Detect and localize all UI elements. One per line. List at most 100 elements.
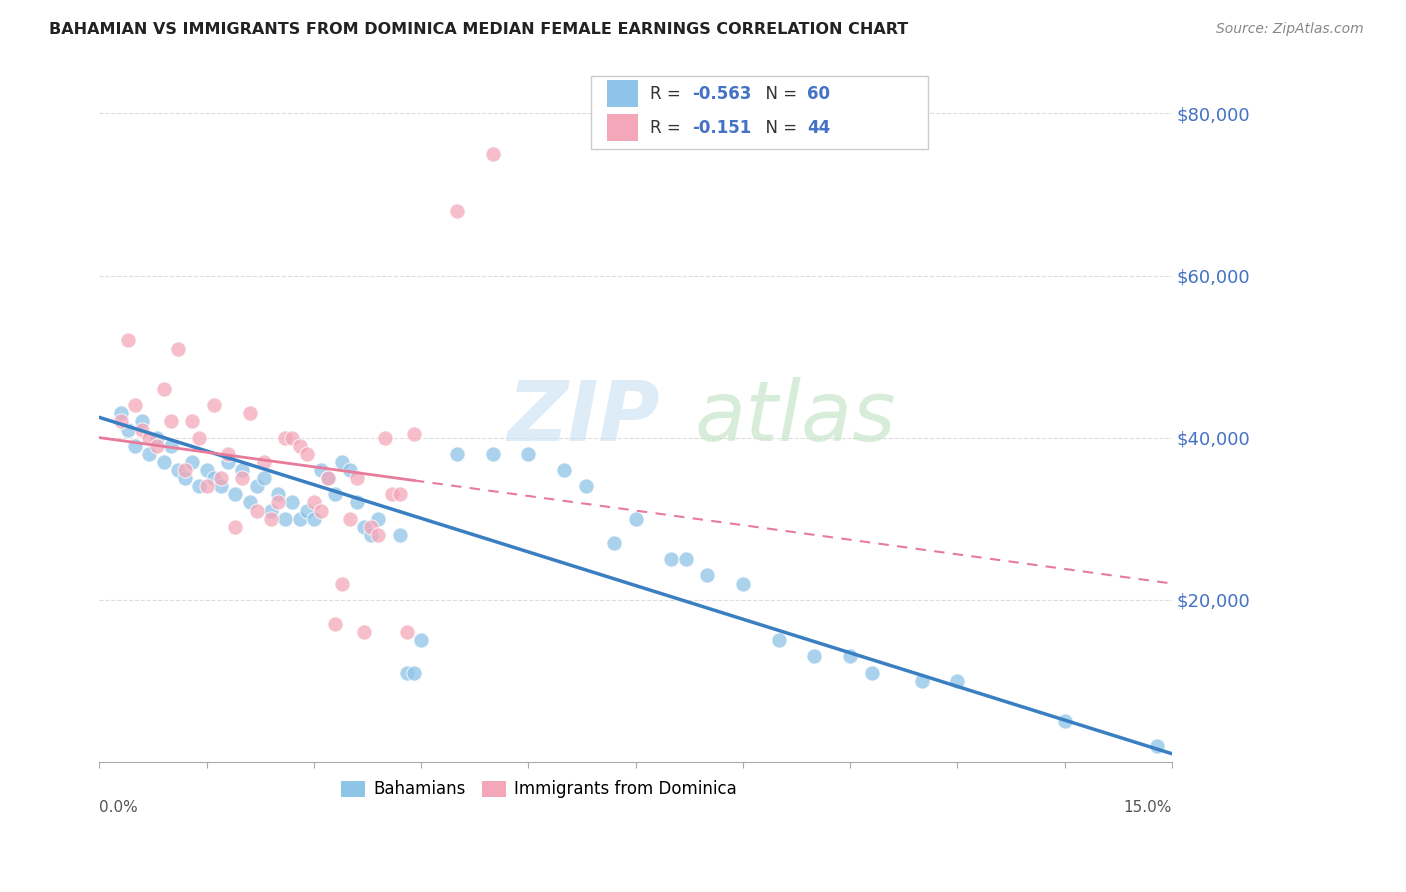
Point bbox=[339, 463, 361, 477]
Point bbox=[360, 520, 382, 534]
Point bbox=[302, 495, 325, 509]
Point bbox=[195, 479, 218, 493]
Text: N =: N = bbox=[755, 119, 803, 136]
Point bbox=[332, 455, 354, 469]
Point bbox=[202, 471, 225, 485]
Point bbox=[231, 471, 253, 485]
Point bbox=[202, 398, 225, 412]
Text: -0.151: -0.151 bbox=[692, 119, 751, 136]
Text: -0.563: -0.563 bbox=[692, 85, 751, 103]
Point bbox=[346, 471, 368, 485]
Point bbox=[238, 495, 260, 509]
Point bbox=[253, 455, 276, 469]
Point bbox=[152, 455, 174, 469]
Point bbox=[946, 673, 969, 688]
Point bbox=[316, 471, 339, 485]
Point bbox=[409, 633, 432, 648]
Point bbox=[839, 649, 862, 664]
Point bbox=[274, 511, 297, 525]
Point bbox=[353, 520, 375, 534]
Point bbox=[1053, 714, 1076, 729]
Point bbox=[110, 406, 132, 420]
Point bbox=[603, 536, 626, 550]
Point bbox=[860, 665, 883, 680]
Point bbox=[388, 528, 411, 542]
Point bbox=[402, 665, 425, 680]
Point bbox=[346, 495, 368, 509]
Point bbox=[209, 471, 232, 485]
Point bbox=[309, 503, 332, 517]
Point bbox=[316, 471, 339, 485]
Point bbox=[323, 617, 346, 632]
Point bbox=[145, 431, 167, 445]
Point bbox=[138, 431, 160, 445]
Text: N =: N = bbox=[755, 85, 803, 103]
Point bbox=[910, 673, 932, 688]
Point bbox=[231, 463, 253, 477]
Point bbox=[553, 463, 575, 477]
Text: R =: R = bbox=[650, 85, 686, 103]
Point bbox=[188, 479, 211, 493]
Text: Source: ZipAtlas.com: Source: ZipAtlas.com bbox=[1216, 22, 1364, 37]
Text: atlas: atlas bbox=[695, 377, 896, 458]
Point bbox=[209, 479, 232, 493]
Point bbox=[517, 447, 540, 461]
Point bbox=[181, 414, 204, 428]
Point bbox=[188, 431, 211, 445]
Point bbox=[238, 406, 260, 420]
Point bbox=[145, 439, 167, 453]
Point bbox=[267, 495, 290, 509]
Point bbox=[224, 520, 246, 534]
Point bbox=[481, 447, 503, 461]
Point bbox=[339, 511, 361, 525]
Text: R =: R = bbox=[650, 119, 690, 136]
Point bbox=[323, 487, 346, 501]
Point bbox=[246, 479, 269, 493]
Point bbox=[388, 487, 411, 501]
Point bbox=[124, 439, 146, 453]
Point bbox=[246, 503, 269, 517]
Point bbox=[353, 625, 375, 640]
Point bbox=[174, 463, 197, 477]
Text: BAHAMIAN VS IMMIGRANTS FROM DOMINICA MEDIAN FEMALE EARNINGS CORRELATION CHART: BAHAMIAN VS IMMIGRANTS FROM DOMINICA MED… bbox=[49, 22, 908, 37]
Text: 15.0%: 15.0% bbox=[1123, 799, 1171, 814]
Point bbox=[675, 552, 697, 566]
Point bbox=[217, 455, 239, 469]
Point bbox=[224, 487, 246, 501]
Point bbox=[267, 487, 290, 501]
Text: 0.0%: 0.0% bbox=[100, 799, 138, 814]
Point bbox=[117, 334, 139, 348]
Text: 44: 44 bbox=[807, 119, 831, 136]
Point bbox=[624, 511, 647, 525]
Point bbox=[395, 625, 418, 640]
Point bbox=[260, 503, 283, 517]
Point bbox=[803, 649, 825, 664]
Point bbox=[731, 576, 754, 591]
Point bbox=[274, 431, 297, 445]
Point bbox=[446, 203, 468, 218]
Point bbox=[295, 503, 318, 517]
Point bbox=[696, 568, 718, 582]
Point bbox=[260, 511, 283, 525]
Text: 60: 60 bbox=[807, 85, 830, 103]
Point bbox=[110, 414, 132, 428]
Point bbox=[659, 552, 682, 566]
Point bbox=[124, 398, 146, 412]
Point bbox=[360, 528, 382, 542]
Point bbox=[160, 439, 183, 453]
Point bbox=[167, 342, 190, 356]
Point bbox=[395, 665, 418, 680]
Point bbox=[160, 414, 183, 428]
Point bbox=[253, 471, 276, 485]
Point bbox=[131, 414, 153, 428]
Point bbox=[367, 528, 389, 542]
Point bbox=[217, 447, 239, 461]
Point bbox=[574, 479, 596, 493]
Point bbox=[167, 463, 190, 477]
Point bbox=[117, 423, 139, 437]
Point bbox=[302, 511, 325, 525]
Point bbox=[295, 447, 318, 461]
Point bbox=[402, 426, 425, 441]
Point bbox=[374, 431, 396, 445]
Point bbox=[381, 487, 404, 501]
